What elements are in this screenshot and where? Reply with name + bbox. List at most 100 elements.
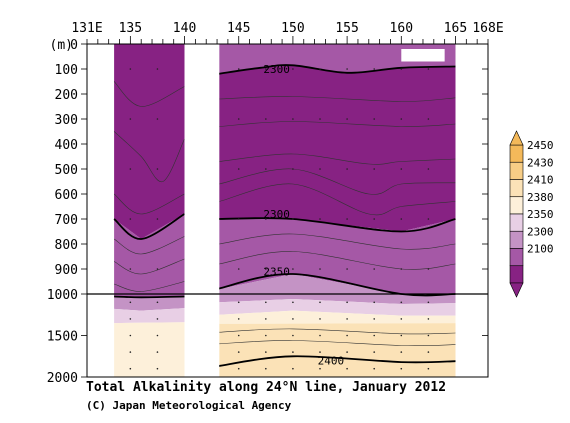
station-dot	[427, 367, 430, 370]
station-dot	[346, 367, 348, 370]
colorbar-label: 2430	[527, 156, 554, 169]
contour-line-2300-0	[216, 64, 456, 75]
station-dot	[373, 318, 376, 320]
x-axis: 131E 135 140 145 150 155 160 165 168E	[71, 21, 504, 44]
west-band-2380	[114, 308, 185, 324]
station-dot	[237, 118, 240, 120]
station-dot	[373, 334, 376, 337]
station-dot	[265, 351, 267, 353]
contour-line-thin-3	[113, 236, 185, 255]
station-dot	[400, 367, 403, 370]
station-dot	[346, 168, 348, 170]
station-dot	[237, 68, 240, 70]
x-tick-label: 155	[335, 21, 358, 36]
station-dot	[373, 68, 376, 70]
contour-line-2400-5	[216, 355, 456, 368]
contour-line-thin-7	[219, 121, 456, 127]
x-tick-label: 160	[390, 21, 413, 36]
x-tick-label: 168E	[472, 21, 503, 36]
x-tick-label: 140	[173, 21, 196, 36]
contour-line-thin-12	[219, 251, 456, 270]
y-tick-label: 400	[55, 138, 78, 153]
station-dot	[129, 334, 132, 337]
station-dot	[237, 351, 240, 353]
station-dot	[292, 351, 294, 353]
station-dot	[265, 318, 267, 320]
colorbar-label: 2450	[527, 139, 554, 152]
colorbar-label: 2380	[527, 191, 554, 204]
contour-label: 2300	[263, 63, 290, 76]
contour-line-thin-5	[114, 281, 185, 292]
station-dot	[129, 367, 132, 370]
east-band-2410	[219, 310, 456, 324]
y-tick-label: 2000	[47, 371, 78, 386]
west-band-2350	[114, 296, 185, 311]
station-dot	[400, 301, 403, 304]
contour-line-thin-9	[219, 168, 456, 195]
station-dot	[427, 268, 430, 270]
y-axis: (m)0 100 200 300 400 500 600 700 800 900 1000 1500 2…	[47, 38, 488, 386]
station-dot	[292, 268, 294, 270]
station-dot	[346, 301, 348, 304]
station-dot	[319, 268, 321, 270]
station-dot	[400, 68, 403, 70]
station-dot	[427, 301, 430, 304]
colorbar: 2450 2430 2410 2380 2350 2300 2100	[509, 130, 554, 298]
x-tick-label: 150	[281, 21, 304, 36]
colorbar-label: 2100	[527, 243, 554, 256]
station-dot	[346, 334, 348, 337]
contour-label: 2300	[263, 208, 290, 221]
contour-line-2350-4	[216, 273, 456, 297]
y-tick-label: 600	[55, 188, 78, 203]
station-dot	[319, 68, 321, 70]
contour-labels: 2300 2300 2350 2400	[263, 63, 344, 367]
station-dot	[427, 334, 430, 337]
plot-frame	[86, 43, 489, 378]
station-dot	[427, 68, 430, 70]
colorbar-min-arrow	[509, 282, 524, 298]
y-tick-label: 0	[70, 38, 78, 53]
station-dot	[319, 168, 321, 170]
contour-line-thin-13	[219, 328, 456, 335]
station-dot	[400, 118, 403, 120]
x-tick-label: 145	[227, 21, 250, 36]
station-dot	[265, 168, 267, 170]
east-band-2300-top	[219, 44, 456, 74]
y-unit-label: (m)	[50, 38, 73, 53]
station-dot	[265, 218, 267, 220]
station-dot	[373, 301, 376, 304]
plot-border	[86, 43, 489, 378]
station-dot	[346, 318, 348, 320]
contour-line-thin-4	[113, 258, 185, 275]
station-dot	[292, 301, 294, 304]
station-dot	[427, 168, 430, 170]
contour-line-thin-10	[219, 183, 456, 216]
contour-label: 2350	[263, 266, 290, 279]
contour-line-thin-14	[219, 340, 456, 346]
station-dot	[319, 367, 321, 370]
station-dot	[319, 351, 321, 353]
colorbar-segment	[509, 265, 524, 284]
station-dot	[346, 218, 348, 220]
station-dot	[129, 268, 132, 270]
contour-lines	[113, 64, 456, 370]
y-tick-label: 200	[55, 88, 78, 103]
station-dot	[373, 218, 376, 220]
station-dot	[265, 268, 267, 270]
station-dot	[292, 318, 294, 320]
station-dot	[427, 118, 430, 120]
station-dot	[129, 301, 132, 304]
colorbar-label: 2410	[527, 174, 554, 187]
station-dot	[346, 118, 348, 120]
station-dot	[237, 301, 240, 304]
east-band-2380	[219, 299, 456, 316]
station-dot	[400, 218, 403, 220]
x-tick-label: 165	[444, 21, 467, 36]
x-tick-label: 135	[119, 21, 142, 36]
station-dot	[129, 168, 132, 170]
station-dot	[129, 318, 132, 320]
station-dot	[156, 218, 159, 220]
station-dot	[319, 334, 321, 337]
colorbar-segment	[509, 213, 524, 232]
